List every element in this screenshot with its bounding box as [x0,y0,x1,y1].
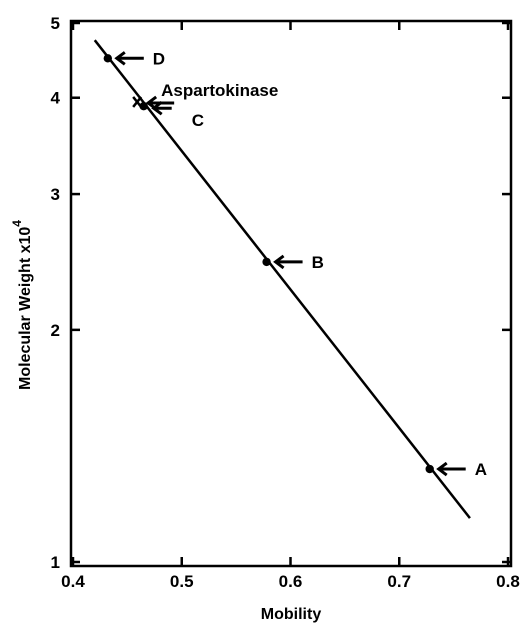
arrow-b [273,254,303,270]
y-tick-label-5: 5 [51,14,60,33]
point-label-d: D [153,49,165,68]
fit-line [93,39,471,519]
y-axis-title-text: Molecular Weight x10 [17,227,34,390]
point-label-aspartokinase: Aspartokinase [161,81,278,100]
point-marker-b [262,257,271,267]
x-tick-label-0-5: 0.5 [170,572,194,591]
x-axis-title: Mobility [261,606,322,623]
y-tick-label-2: 2 [51,321,60,340]
x-tick-label-0-7: 0.7 [387,572,411,591]
points: D C B A Aspartokinase [103,49,487,479]
point-a: A [425,460,487,479]
y-tick-label-3: 3 [51,185,60,204]
point-marker-d [103,54,113,63]
point-label-b: B [312,253,324,272]
y-tick-label-4: 4 [51,89,61,108]
y-axis-title: Molecular Weight x104 [10,220,34,390]
point-c: C [139,101,204,130]
y-tick-label-1: 1 [51,553,60,572]
point-marker-aspartokinase [132,96,143,108]
ticks: 0.4 0.5 0.6 0.7 0.8 1 2 3 4 5 [51,14,520,591]
arrow-aspartokinase [145,95,175,111]
point-b: B [262,253,324,272]
point-label-a: A [475,460,487,479]
point-label-c: C [192,111,204,130]
point-marker-a [425,464,434,474]
x-tick-label-0-4: 0.4 [61,572,85,591]
y-axis-title-exponent: 4 [10,220,24,227]
point-d: D [103,49,165,68]
arrow-d [114,51,144,66]
arrow-a [436,461,466,477]
point-aspartokinase: Aspartokinase [132,81,278,111]
x-tick-label-0-6: 0.6 [279,572,303,591]
point-marker-c [139,102,148,111]
x-tick-label-0-8: 0.8 [496,572,520,591]
